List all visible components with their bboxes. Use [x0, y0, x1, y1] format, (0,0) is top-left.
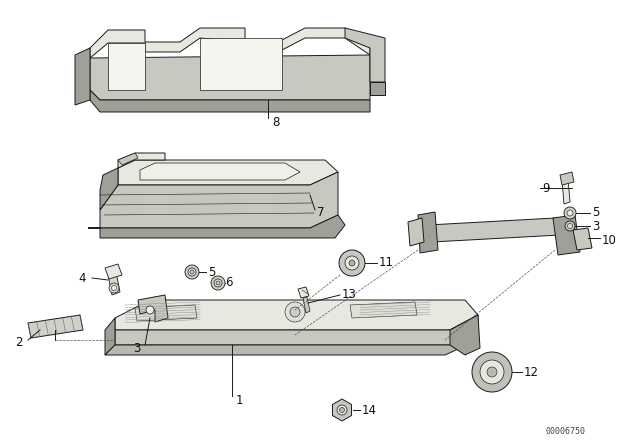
Circle shape [190, 270, 194, 274]
Text: 2: 2 [15, 336, 22, 349]
Polygon shape [303, 297, 310, 313]
Circle shape [185, 265, 199, 279]
Circle shape [111, 285, 116, 290]
Circle shape [349, 260, 355, 266]
Polygon shape [560, 172, 574, 185]
Polygon shape [298, 287, 309, 298]
Text: 8: 8 [272, 116, 280, 129]
Text: 3: 3 [592, 220, 600, 233]
Polygon shape [108, 272, 120, 295]
Polygon shape [573, 228, 592, 250]
Circle shape [146, 306, 154, 314]
Circle shape [345, 256, 359, 270]
Polygon shape [418, 212, 438, 253]
Circle shape [216, 281, 220, 285]
Circle shape [285, 302, 305, 322]
Text: 5: 5 [208, 266, 216, 279]
Circle shape [568, 224, 573, 228]
Polygon shape [28, 315, 83, 338]
Polygon shape [428, 218, 560, 242]
Polygon shape [105, 330, 478, 355]
Text: 1: 1 [236, 393, 243, 406]
Circle shape [339, 408, 344, 413]
Polygon shape [553, 215, 580, 255]
Polygon shape [562, 178, 570, 204]
Text: 7: 7 [317, 206, 324, 219]
Circle shape [480, 360, 504, 384]
Circle shape [337, 405, 347, 415]
Circle shape [472, 352, 512, 392]
Circle shape [214, 279, 222, 287]
Circle shape [211, 276, 225, 290]
Text: 11: 11 [379, 257, 394, 270]
Text: 12: 12 [524, 366, 539, 379]
Polygon shape [138, 295, 168, 322]
Polygon shape [105, 264, 122, 279]
Circle shape [487, 367, 497, 377]
Circle shape [564, 207, 576, 219]
Polygon shape [90, 90, 370, 112]
Polygon shape [90, 55, 370, 100]
Polygon shape [450, 315, 480, 355]
Polygon shape [200, 38, 282, 90]
Text: 5: 5 [592, 207, 600, 220]
Polygon shape [115, 315, 478, 345]
Polygon shape [118, 153, 138, 165]
Polygon shape [75, 48, 90, 105]
Polygon shape [140, 163, 300, 180]
Circle shape [188, 268, 196, 276]
Polygon shape [408, 218, 424, 246]
Circle shape [109, 283, 119, 293]
Circle shape [567, 210, 573, 216]
Polygon shape [108, 43, 145, 90]
Polygon shape [332, 399, 351, 421]
Polygon shape [118, 160, 338, 185]
Polygon shape [100, 168, 118, 210]
Polygon shape [105, 318, 115, 355]
Text: 4: 4 [78, 271, 86, 284]
Text: 00006750: 00006750 [545, 427, 585, 436]
Polygon shape [115, 300, 478, 330]
Polygon shape [370, 82, 385, 95]
Circle shape [290, 307, 300, 317]
Polygon shape [90, 28, 370, 58]
Text: 3: 3 [133, 341, 140, 354]
Circle shape [339, 250, 365, 276]
Text: 10: 10 [602, 233, 617, 246]
Polygon shape [345, 28, 385, 82]
Polygon shape [135, 305, 197, 321]
Polygon shape [100, 172, 338, 228]
Text: 14: 14 [362, 404, 377, 417]
Polygon shape [350, 302, 417, 318]
Polygon shape [118, 153, 165, 168]
Text: 9: 9 [542, 181, 550, 194]
Circle shape [565, 221, 575, 231]
Text: 13: 13 [342, 289, 357, 302]
Polygon shape [88, 215, 345, 238]
Text: 6: 6 [225, 276, 232, 289]
